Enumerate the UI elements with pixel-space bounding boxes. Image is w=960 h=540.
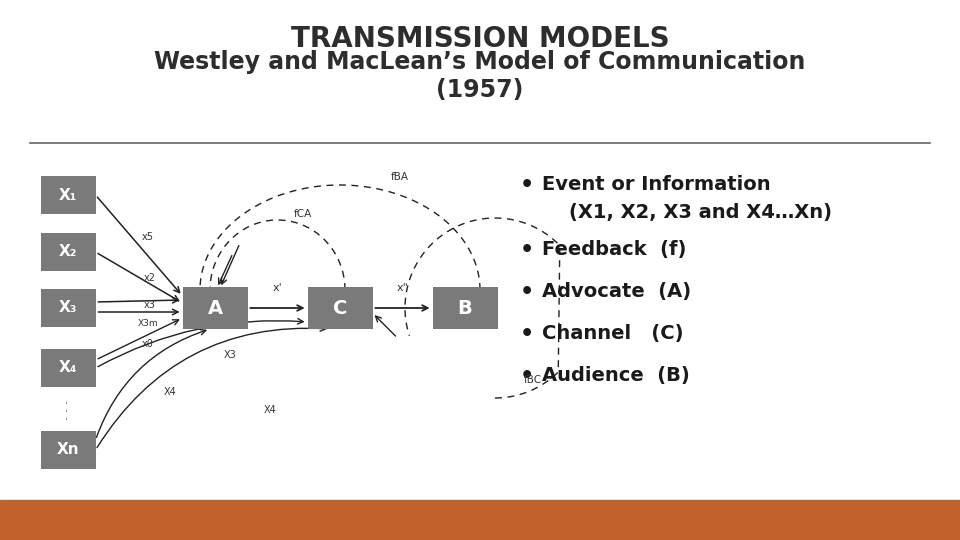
Text: x': x' — [273, 283, 282, 293]
FancyBboxPatch shape — [40, 176, 95, 214]
Text: A: A — [207, 299, 223, 318]
Text: fBA: fBA — [391, 172, 409, 182]
Text: · · ·: · · · — [61, 400, 75, 420]
Bar — [0, 500, 960, 540]
Text: B: B — [458, 299, 472, 318]
Text: X4: X4 — [264, 405, 276, 415]
Text: •: • — [520, 240, 535, 260]
FancyBboxPatch shape — [40, 289, 95, 327]
Text: Event or Information: Event or Information — [542, 175, 771, 194]
Text: (X1, X2, X3 and X4…Xn): (X1, X2, X3 and X4…Xn) — [542, 203, 832, 222]
FancyBboxPatch shape — [307, 287, 372, 329]
Text: •: • — [520, 366, 535, 386]
Text: Feedback  (f): Feedback (f) — [542, 240, 686, 259]
Text: X₁: X₁ — [59, 187, 77, 202]
Text: fCA: fCA — [294, 209, 312, 219]
FancyBboxPatch shape — [40, 349, 95, 387]
Text: X3: X3 — [224, 350, 236, 360]
Text: fBC: fBC — [524, 375, 542, 385]
FancyBboxPatch shape — [40, 233, 95, 271]
FancyBboxPatch shape — [40, 431, 95, 469]
Text: x": x" — [396, 283, 408, 293]
Text: X₂: X₂ — [59, 245, 77, 260]
Text: TRANSMISSION MODELS: TRANSMISSION MODELS — [291, 25, 669, 53]
Text: C: C — [333, 299, 348, 318]
Text: x3: x3 — [144, 300, 156, 310]
FancyBboxPatch shape — [182, 287, 248, 329]
Text: Audience  (B): Audience (B) — [542, 366, 689, 385]
Text: •: • — [520, 175, 535, 195]
Text: •: • — [520, 282, 535, 302]
Text: •: • — [520, 324, 535, 344]
Text: X3m: X3m — [137, 320, 158, 328]
Text: X₃: X₃ — [59, 300, 77, 315]
Text: (1957): (1957) — [436, 78, 524, 102]
Text: x5: x5 — [142, 232, 154, 242]
Text: X4: X4 — [163, 387, 177, 397]
Text: x2: x2 — [144, 273, 156, 283]
Text: Westley and MacLean’s Model of Communication: Westley and MacLean’s Model of Communica… — [155, 50, 805, 74]
Text: Advocate  (A): Advocate (A) — [542, 282, 691, 301]
Text: Xn: Xn — [57, 442, 80, 457]
Text: X₄: X₄ — [59, 361, 77, 375]
Text: Channel   (C): Channel (C) — [542, 324, 684, 343]
Text: x0: x0 — [142, 339, 154, 349]
FancyBboxPatch shape — [433, 287, 497, 329]
